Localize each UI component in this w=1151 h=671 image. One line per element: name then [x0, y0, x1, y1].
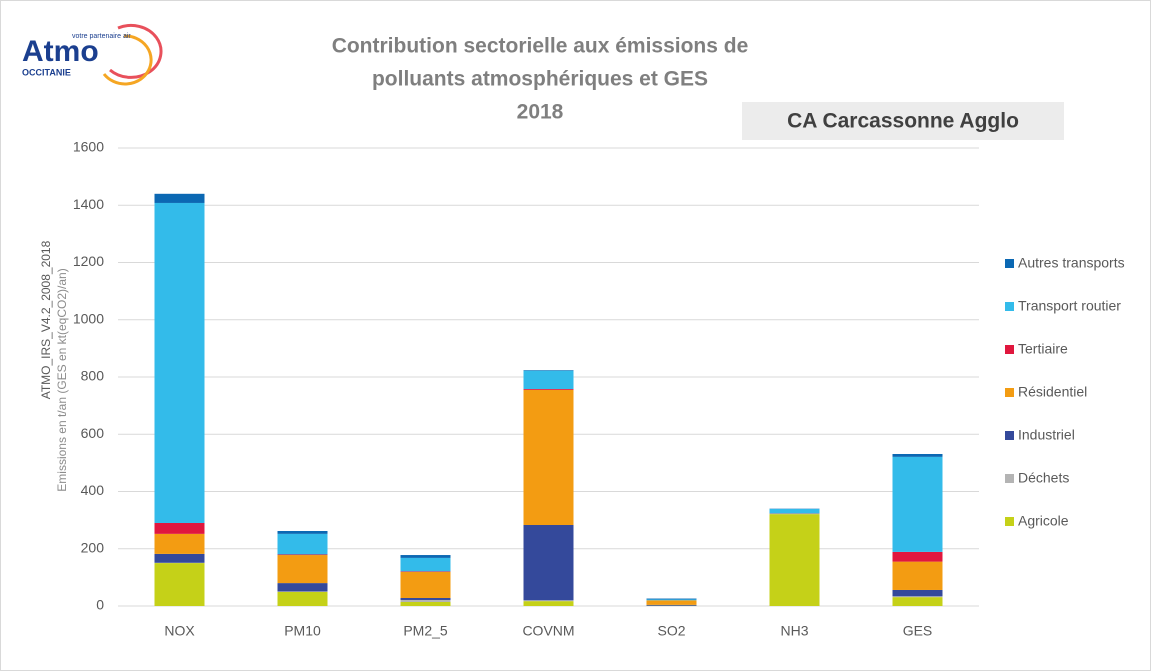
bar-segment — [892, 597, 943, 606]
legend-swatch — [1005, 388, 1014, 397]
bar-segment — [277, 555, 328, 584]
subtitle-box — [742, 102, 1064, 140]
x-tick-label: COVNM — [522, 623, 574, 639]
bar-segment — [400, 557, 451, 572]
bar-segment — [523, 370, 574, 371]
logo-arc — [102, 34, 153, 86]
logo-arc — [109, 23, 163, 79]
legend-label: Agricole — [1018, 513, 1069, 529]
x-tick-label: PM10 — [284, 623, 321, 639]
bar-segment — [892, 551, 943, 562]
bar-segment — [523, 389, 574, 525]
bar-segment — [277, 531, 328, 534]
bar-segment — [277, 533, 328, 555]
logo: votre partenaire air Atmo OCCITANIE — [22, 23, 163, 86]
bar-segment — [892, 589, 943, 597]
bar-segment — [400, 571, 451, 598]
x-tick-label: SO2 — [657, 623, 685, 639]
y-tick-label: 600 — [81, 425, 105, 441]
y-tick-label: 1600 — [73, 139, 104, 155]
bar-segment — [646, 604, 697, 606]
legend-swatch — [1005, 474, 1014, 483]
bar-segment — [400, 601, 451, 606]
bar-segment — [277, 554, 328, 556]
bar-segment — [400, 571, 451, 572]
legend-label: Autres transports — [1018, 255, 1125, 271]
legend-label: Tertiaire — [1018, 341, 1068, 357]
bar-segment — [154, 563, 205, 606]
y-tick-label: 200 — [81, 539, 105, 555]
subtitle: CA Carcassonne Agglo — [787, 110, 1019, 133]
bar-segment — [646, 600, 697, 605]
x-tick-label: NOX — [164, 623, 195, 639]
bar-segment — [523, 524, 574, 601]
legend-swatch — [1005, 517, 1014, 526]
legend-swatch — [1005, 302, 1014, 311]
bar-segment — [892, 596, 943, 598]
y-tick-label: 400 — [81, 482, 105, 498]
bar-segment — [523, 370, 574, 390]
bar-segment — [523, 389, 574, 390]
chart-title: 2018 — [517, 101, 564, 124]
bar-segment — [646, 599, 697, 601]
legend-label: Déchets — [1018, 470, 1069, 486]
bar-segment — [769, 514, 820, 606]
y-tick-label: 1200 — [73, 253, 104, 269]
bar-segment — [277, 583, 328, 592]
y-tick-label: 0 — [96, 597, 104, 613]
legend-swatch — [1005, 431, 1014, 440]
legend-label: Résidentiel — [1018, 384, 1087, 400]
x-tick-label: PM2_5 — [403, 623, 448, 639]
legend-label: Industriel — [1018, 427, 1075, 443]
chart-title: Contribution sectorielle aux émissions d… — [332, 35, 749, 58]
bar-segment — [523, 601, 574, 606]
bar-segment — [646, 598, 697, 600]
y-axis-label: ATMO_IRS_V4.2_2008_2018 — [39, 240, 53, 399]
bar-segment — [154, 522, 205, 534]
y-axis-label: Emissions en t/an (GES en kt(eqCO2)/an) — [55, 268, 69, 491]
x-tick-label: GES — [903, 623, 933, 639]
x-tick-label: NH3 — [780, 623, 808, 639]
bar-segment — [154, 533, 205, 554]
bar-segment — [400, 555, 451, 558]
chart-title: polluants atmosphériques et GES — [372, 68, 708, 91]
y-tick-label: 1400 — [73, 196, 104, 212]
logo-tagline: votre partenaire air — [72, 33, 131, 40]
bar-segment — [154, 202, 205, 523]
bar-segment — [892, 454, 943, 457]
legend-label: Transport routier — [1018, 298, 1121, 314]
legend-swatch — [1005, 259, 1014, 268]
logo-region: OCCITANIE — [22, 67, 71, 77]
bar-segment — [277, 591, 328, 606]
bar-segment — [154, 553, 205, 563]
bar-segment — [154, 193, 205, 203]
legend-swatch — [1005, 345, 1014, 354]
bar-segment — [400, 599, 451, 602]
bar-segment — [769, 508, 820, 514]
bar-segment — [523, 600, 574, 602]
bar-segment — [277, 591, 328, 592]
y-tick-label: 800 — [81, 368, 105, 384]
bar-segment — [892, 561, 943, 590]
bar-segment — [400, 597, 451, 600]
y-tick-label: 1000 — [73, 310, 104, 326]
bar-segment — [892, 456, 943, 552]
logo-name: Atmo — [22, 35, 99, 68]
